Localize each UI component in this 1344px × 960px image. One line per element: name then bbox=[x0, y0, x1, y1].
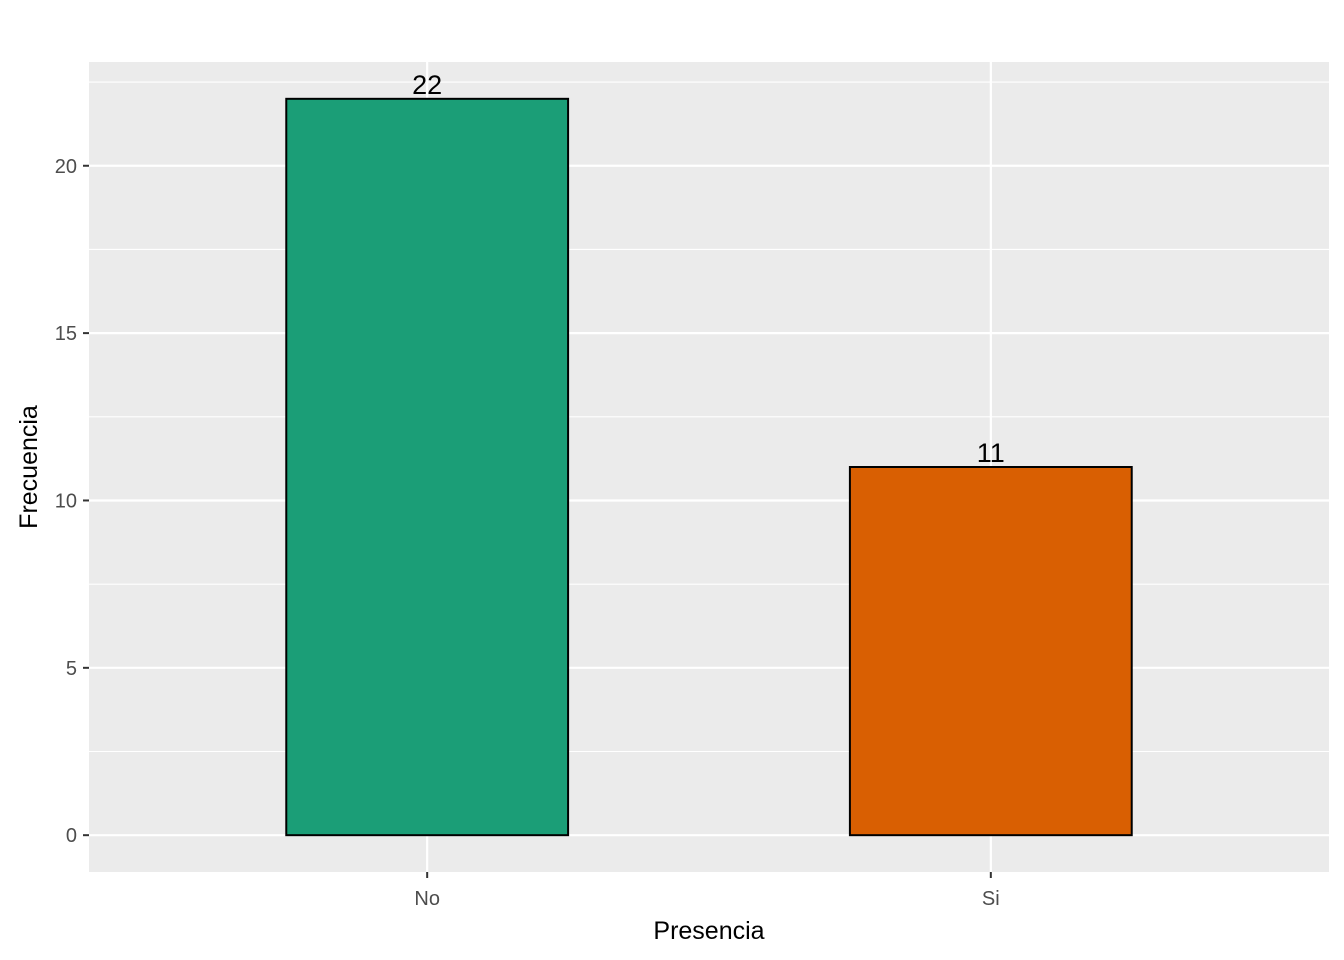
y-axis-title: Frecuencia bbox=[15, 405, 43, 529]
plot-panel bbox=[89, 62, 1329, 872]
data-labels: 22 11 bbox=[412, 70, 1005, 468]
bar-no bbox=[285, 97, 570, 837]
bars bbox=[285, 97, 1133, 837]
y-axis: 0 5 10 15 20 bbox=[55, 156, 89, 847]
y-tick-label: 20 bbox=[55, 156, 77, 178]
y-tick-label: 15 bbox=[55, 323, 77, 345]
bar-si bbox=[848, 466, 1133, 837]
data-label: 11 bbox=[977, 438, 1005, 468]
x-axis: No Si bbox=[414, 872, 1000, 910]
y-tick-label: 5 bbox=[66, 658, 77, 680]
y-tick-label: 0 bbox=[66, 825, 77, 847]
x-tick-label: No bbox=[414, 888, 440, 910]
x-axis-title: Presencia bbox=[653, 917, 764, 945]
y-tick-label: 10 bbox=[55, 490, 77, 512]
x-tick-label: Si bbox=[982, 888, 1000, 910]
data-label: 22 bbox=[412, 70, 442, 100]
